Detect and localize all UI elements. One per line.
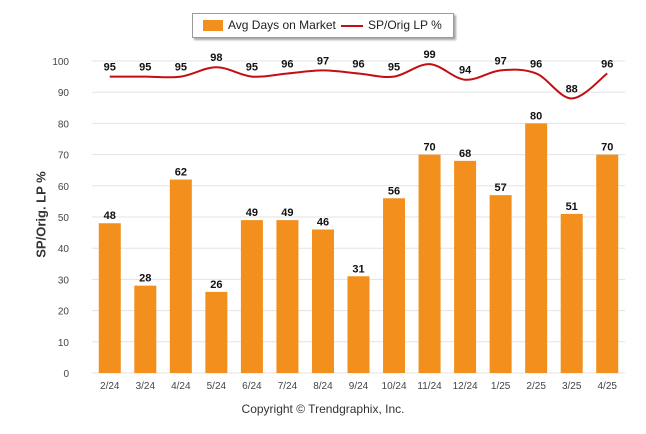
bar-data-label: 51 — [566, 201, 578, 213]
y-tick-label: 30 — [58, 275, 70, 286]
line-data-label: 99 — [423, 49, 435, 61]
bar — [454, 160, 477, 373]
y-tick-label: 60 — [58, 182, 70, 193]
x-tick-label: 4/24 — [171, 381, 191, 392]
bar — [418, 154, 441, 373]
bar — [169, 179, 192, 373]
line-data-label: 97 — [495, 55, 507, 67]
bar-data-label: 70 — [601, 142, 613, 154]
bar-data-label: 68 — [459, 148, 471, 160]
y-tick-label: 70 — [58, 151, 70, 162]
x-tick-label: 3/24 — [136, 381, 156, 392]
x-tick-label: 2/25 — [526, 381, 546, 392]
y-tick-label: 80 — [58, 119, 70, 130]
y-tick-label: 100 — [52, 57, 69, 68]
legend: Avg Days on Market SP/Orig LP % — [192, 13, 454, 38]
line-data-label: 96 — [281, 58, 293, 70]
line-data-label: 95 — [388, 62, 400, 74]
y-axis-ticks: 0 10 20 30 40 50 60 70 80 90 100 — [52, 57, 69, 380]
bar — [205, 291, 228, 373]
legend-swatch-bar — [203, 20, 223, 31]
bar-data-label: 28 — [139, 273, 151, 285]
bar — [596, 154, 619, 373]
line-data-label: 96 — [352, 58, 364, 70]
x-tick-label: 9/24 — [349, 381, 369, 392]
bar-data-label: 46 — [317, 216, 329, 228]
bar-data-label: 80 — [530, 110, 542, 122]
y-tick-label: 50 — [58, 213, 70, 224]
line-data-label: 95 — [175, 62, 187, 74]
x-tick-label: 5/24 — [207, 381, 227, 392]
bar-data-label: 56 — [388, 185, 400, 197]
x-tick-label: 12/24 — [453, 381, 478, 392]
y-tick-label: 20 — [58, 307, 70, 318]
bar — [98, 223, 121, 373]
y-axis-label: SP/Orig. LP % — [33, 171, 49, 258]
x-tick-label: 1/25 — [491, 381, 511, 392]
y-tick-label: 40 — [58, 244, 70, 255]
line-data-label: 95 — [139, 62, 151, 74]
bar-data-labels: 48 28 62 26 49 49 46 31 56 70 68 57 80 51 70 — [104, 110, 614, 290]
bar — [311, 229, 334, 373]
bar-data-label: 31 — [352, 263, 364, 275]
x-tick-label: 3/25 — [562, 381, 582, 392]
line-data-label: 97 — [317, 55, 329, 67]
bar — [525, 123, 548, 374]
bar — [347, 276, 370, 373]
line-data-label: 88 — [566, 83, 578, 95]
copyright-text: Copyright © Trendgraphix, Inc. — [241, 402, 405, 416]
line-data-label: 96 — [601, 58, 613, 70]
bar-data-label: 57 — [495, 182, 507, 194]
line-path — [109, 63, 608, 100]
legend-swatch-line — [341, 25, 363, 27]
bar-data-label: 70 — [423, 142, 435, 154]
x-tick-label: 11/24 — [417, 381, 442, 392]
bar — [276, 220, 299, 373]
bar — [134, 285, 157, 373]
bar-data-label: 26 — [210, 279, 222, 291]
bar-data-label: 48 — [104, 210, 116, 222]
bar-data-label: 62 — [175, 167, 187, 179]
line-data-label: 95 — [104, 62, 116, 74]
line-series — [109, 63, 608, 100]
y-tick-label: 10 — [58, 338, 70, 349]
y-tick-label: 90 — [58, 88, 70, 99]
bar — [560, 213, 583, 373]
y-tick-label: 0 — [63, 369, 69, 380]
bar-data-label: 49 — [281, 207, 293, 219]
x-tick-label: 10/24 — [382, 381, 407, 392]
bar-series — [98, 123, 619, 374]
legend-label-line: SP/Orig LP % — [368, 18, 442, 32]
bar — [489, 195, 512, 373]
x-axis-ticks: 2/24 3/24 4/24 5/24 6/24 7/24 8/24 9/24 10/24 11/… — [100, 381, 617, 392]
line-data-label: 95 — [246, 62, 258, 74]
x-tick-label: 4/25 — [597, 381, 617, 392]
bar-data-label: 49 — [246, 207, 258, 219]
x-tick-label: 6/24 — [242, 381, 262, 392]
line-data-label: 96 — [530, 58, 542, 70]
line-data-label: 98 — [210, 52, 222, 64]
x-tick-label: 7/24 — [278, 381, 298, 392]
bar — [383, 198, 406, 373]
x-tick-label: 8/24 — [313, 381, 333, 392]
line-data-label: 94 — [459, 65, 472, 77]
x-tick-label: 2/24 — [100, 381, 120, 392]
bar — [240, 220, 263, 373]
legend-label-bar: Avg Days on Market — [228, 18, 336, 32]
line-data-labels: 95 95 95 98 95 96 97 96 95 99 94 97 96 88 96 — [104, 49, 614, 95]
